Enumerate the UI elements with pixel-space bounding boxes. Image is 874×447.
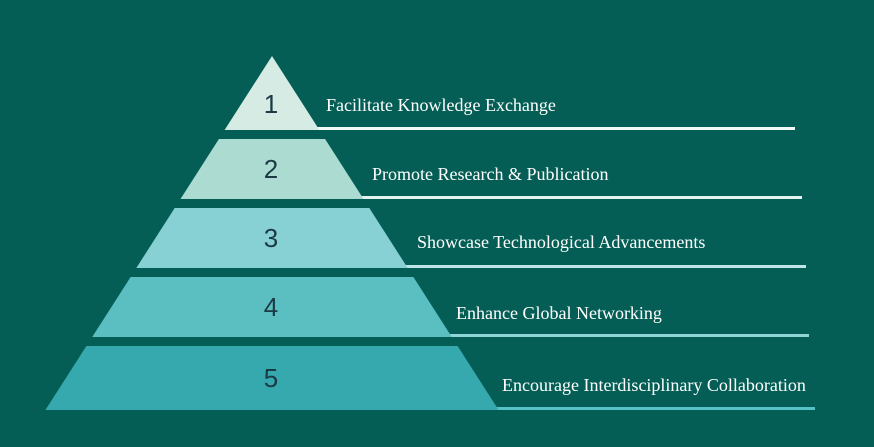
tier-4-underline [449, 334, 809, 337]
pyramid-tier-3: 3 Showcase Technological Advancements [136, 208, 806, 268]
tier-3-label: Showcase Technological Advancements [417, 232, 705, 252]
tier-2-number: 2 [264, 154, 278, 184]
tier-4-label: Enhance Global Networking [456, 303, 662, 323]
tier-2-underline [361, 196, 802, 199]
tier-1-triangle [224, 56, 320, 130]
tier-3-trapezoid [136, 208, 408, 268]
tier-5-label: Encourage Interdisciplinary Collaboratio… [502, 375, 806, 395]
tier-3-underline [405, 265, 806, 268]
tier-4-trapezoid [92, 277, 452, 337]
pyramid-tier-5: 5 Encourage Interdisciplinary Collaborati… [45, 346, 815, 410]
tier-4-number: 4 [264, 292, 278, 322]
tier-5-trapezoid [45, 346, 499, 410]
tier-5-underline [496, 407, 815, 410]
tier-1-label: Facilitate Knowledge Exchange [326, 95, 556, 115]
pyramid-tier-4: 4 Enhance Global Networking [92, 277, 809, 337]
tier-1-underline [317, 127, 795, 130]
tier-2-trapezoid [180, 139, 364, 199]
pyramid-tier-2: 2 Promote Research & Publication [180, 139, 802, 199]
tier-1-number: 1 [264, 89, 278, 119]
tier-3-number: 3 [264, 223, 278, 253]
tier-5-number: 5 [264, 363, 278, 393]
pyramid-tier-1: 1 Facilitate Knowledge Exchange [224, 56, 795, 130]
tier-2-label: Promote Research & Publication [372, 164, 608, 184]
